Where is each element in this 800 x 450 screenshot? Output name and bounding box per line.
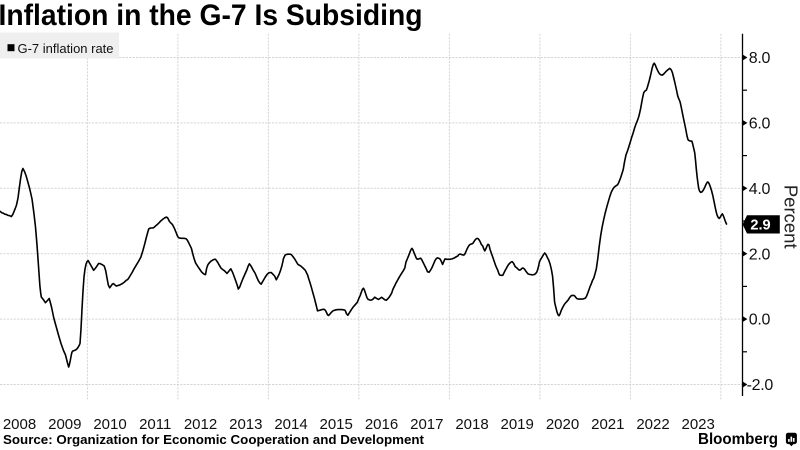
svg-text:2014: 2014 <box>274 416 307 433</box>
svg-text:2.9: 2.9 <box>750 218 770 234</box>
svg-text:2023: 2023 <box>682 416 715 433</box>
svg-text:2.0: 2.0 <box>749 246 771 263</box>
svg-text:2021: 2021 <box>591 416 624 433</box>
svg-text:2008: 2008 <box>3 416 36 433</box>
svg-text:0.0: 0.0 <box>749 312 771 329</box>
svg-text:2015: 2015 <box>320 416 353 433</box>
svg-text:Inflation in the G-7 Is Subsid: Inflation in the G-7 Is Subsiding <box>0 0 423 32</box>
svg-text:4.0: 4.0 <box>749 181 771 198</box>
svg-text:2009: 2009 <box>48 416 81 433</box>
svg-text:2020: 2020 <box>546 416 579 433</box>
svg-text:Source: Organization for Econo: Source: Organization for Economic Cooper… <box>3 432 425 447</box>
svg-text:2016: 2016 <box>365 416 398 433</box>
svg-text:-2.0: -2.0 <box>747 377 774 394</box>
svg-text:2013: 2013 <box>229 416 262 433</box>
svg-text:2019: 2019 <box>501 416 534 433</box>
svg-text:Bloomberg: Bloomberg <box>698 431 778 448</box>
svg-text:Percent: Percent <box>781 185 800 249</box>
svg-text:2018: 2018 <box>455 416 488 433</box>
svg-text:2012: 2012 <box>184 416 217 433</box>
svg-text:2017: 2017 <box>410 416 443 433</box>
svg-text:6.0: 6.0 <box>749 116 771 133</box>
svg-text:8.0: 8.0 <box>749 50 771 67</box>
svg-text:2022: 2022 <box>636 416 669 433</box>
svg-text:2011: 2011 <box>139 416 171 433</box>
svg-text:2010: 2010 <box>93 416 126 433</box>
svg-text:G-7 inflation rate: G-7 inflation rate <box>18 41 114 56</box>
